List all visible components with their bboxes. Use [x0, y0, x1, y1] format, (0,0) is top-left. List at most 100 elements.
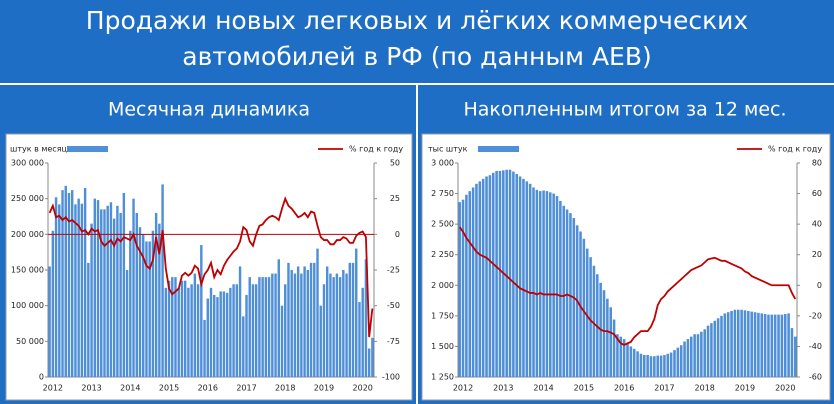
line-series	[458, 226, 797, 346]
bar	[371, 337, 374, 377]
bar	[679, 345, 683, 377]
bar	[669, 352, 673, 377]
bar	[730, 310, 733, 377]
y-tick-label: 1 500	[431, 342, 454, 351]
legend-swatch	[67, 146, 108, 152]
bar	[251, 284, 255, 377]
y-tick-label: 50 000	[16, 337, 44, 346]
bar	[77, 198, 80, 377]
bar	[649, 356, 653, 377]
bar	[300, 273, 303, 377]
y2-tick-label: -25	[387, 266, 400, 275]
bar	[659, 355, 663, 377]
bar	[151, 230, 155, 377]
y2-tick-label: -60	[809, 373, 822, 382]
x-tick-label: 2014	[120, 384, 140, 393]
bar	[338, 277, 342, 377]
bar	[309, 262, 313, 377]
x-tick-label: 2019	[735, 384, 755, 393]
bar	[216, 297, 219, 377]
bar	[545, 191, 549, 377]
bar	[693, 334, 696, 377]
bar	[710, 323, 713, 377]
bar	[750, 311, 753, 377]
bar	[74, 204, 77, 377]
bar	[663, 354, 666, 377]
y-tick-label: 0	[39, 373, 44, 382]
bar	[481, 178, 485, 377]
bar	[653, 356, 656, 377]
y-tick-label: 2 500	[431, 220, 454, 229]
bar	[287, 262, 290, 377]
legend-label: % год к году	[768, 145, 822, 154]
x-tick-label: 2015	[159, 384, 179, 393]
bar	[203, 319, 206, 377]
x-tick-label: 2020	[353, 384, 373, 393]
bar	[767, 314, 770, 377]
bar	[80, 203, 84, 377]
bar	[145, 241, 148, 377]
bar	[290, 270, 293, 377]
bar	[142, 234, 145, 377]
bar	[248, 277, 251, 377]
page-title: автомобилей в РФ (по данным АЕВ)	[182, 42, 652, 71]
bar	[96, 200, 100, 377]
bar	[535, 189, 539, 377]
y2-tick-label: -50	[387, 301, 400, 310]
bar	[274, 273, 277, 377]
bar	[284, 284, 287, 377]
bar	[589, 257, 592, 377]
bar	[322, 284, 326, 377]
bar	[271, 273, 274, 377]
bar	[129, 230, 132, 377]
bar	[736, 309, 740, 377]
bar	[636, 351, 639, 377]
bar	[465, 194, 468, 377]
bar	[555, 196, 559, 377]
bar	[116, 205, 119, 377]
bar	[277, 259, 280, 377]
bar	[193, 273, 197, 377]
bar	[54, 197, 58, 377]
bar	[367, 348, 371, 377]
bar	[706, 325, 710, 377]
bar	[335, 273, 339, 377]
bar	[222, 291, 226, 377]
bar	[656, 355, 659, 377]
bar	[505, 169, 508, 377]
x-tick-label: 2015	[574, 384, 594, 393]
bar	[358, 302, 361, 377]
bar	[355, 248, 358, 377]
bar	[488, 175, 492, 377]
bar	[200, 245, 203, 377]
bar	[264, 277, 268, 377]
y2-tick-label: -20	[809, 311, 822, 320]
bar	[158, 223, 161, 377]
legend-label: штук в месяц	[10, 145, 68, 154]
y-tick-label: 2 000	[431, 281, 454, 290]
y2-tick-label: 0	[817, 281, 822, 290]
x-tick-label: 2017	[236, 384, 256, 393]
y2-tick-label: -40	[809, 342, 822, 351]
bar	[206, 298, 209, 377]
bar	[632, 348, 636, 377]
bar	[585, 248, 589, 377]
bar	[508, 169, 512, 377]
bar	[83, 187, 87, 377]
y2-tick-label: -75	[387, 337, 400, 346]
bar	[70, 190, 74, 377]
bar	[565, 209, 569, 377]
bar	[777, 314, 780, 377]
legend-label: тыс штук	[428, 145, 468, 154]
bar	[740, 309, 743, 377]
x-tick-label: 2013	[493, 384, 513, 393]
x-tick-label: 2018	[275, 384, 295, 393]
bar	[329, 273, 332, 377]
bar	[498, 170, 502, 377]
bar	[280, 305, 284, 377]
bar	[148, 241, 151, 377]
y-tick-label: 250 000	[11, 194, 44, 203]
bar	[258, 277, 261, 377]
bar	[683, 341, 686, 377]
